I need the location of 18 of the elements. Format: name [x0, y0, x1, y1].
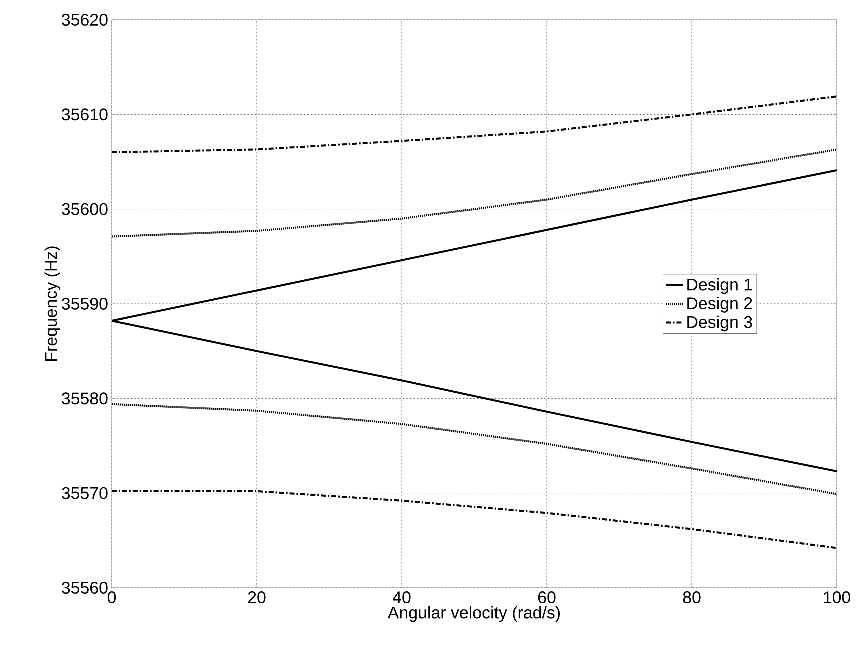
legend-label: Design 1: [688, 278, 752, 294]
x-tick-label: 60: [538, 592, 556, 604]
y-tick-label: 35580: [62, 392, 108, 405]
x-tick-label: 40: [392, 592, 411, 604]
y-axis-title: Frequency (Hz): [44, 246, 61, 361]
x-tick-label: 80: [683, 592, 701, 604]
x-tick-label: 20: [248, 592, 266, 604]
y-tick-label: 35560: [62, 582, 108, 594]
y-tick-label: 35610: [62, 108, 108, 121]
y-tick-label: 35590: [62, 298, 108, 310]
x-tick-label: 100: [824, 592, 850, 604]
legend-label: Design 3: [688, 316, 752, 332]
y-tick-label: 35620: [62, 14, 108, 26]
y-tick-label: 35570: [62, 487, 108, 500]
y-tick-label: 35600: [62, 203, 108, 216]
x-axis-title: Angular velocity (rad/s): [388, 606, 560, 622]
x-tick-label: 0: [108, 592, 116, 604]
legend-label: Design 2: [688, 297, 752, 313]
